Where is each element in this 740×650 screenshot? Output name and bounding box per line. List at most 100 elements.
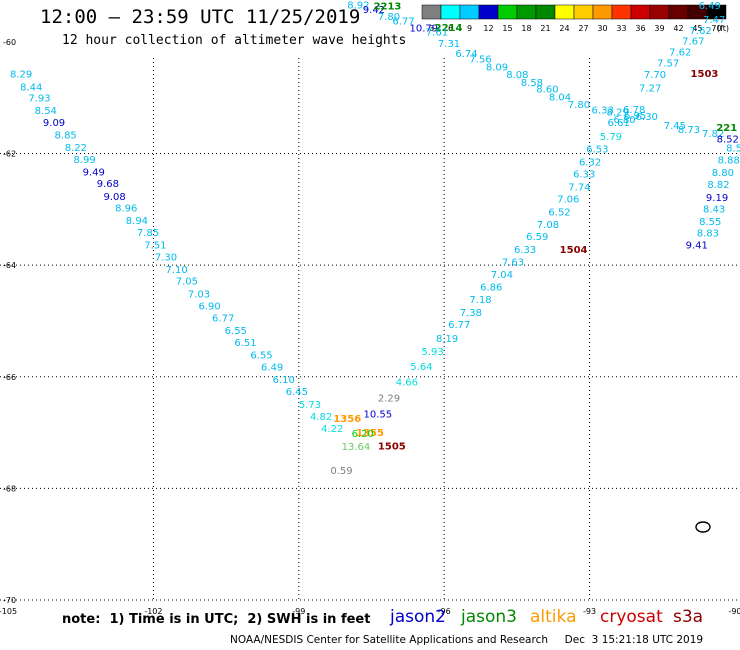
swh-value: 6.77 — [212, 314, 234, 325]
swh-value: 8.19 — [436, 334, 458, 345]
color-scale-label: 33 — [616, 24, 626, 33]
swh-value: 2.29 — [378, 393, 400, 404]
swh-value: 5.79 — [600, 132, 622, 143]
y-tick-label: -66 — [3, 373, 16, 382]
legend-cryosat: cryosat — [600, 607, 663, 627]
swh-value: 6.55 — [225, 326, 247, 337]
swh-value: 6.77 — [392, 17, 414, 28]
color-scale-cell — [535, 4, 556, 20]
swh-value: 8.88 — [718, 156, 740, 167]
swh-value: 7.80 — [568, 100, 590, 111]
swh-value: 5.73 — [299, 400, 321, 411]
swh-value: 7.62 — [669, 47, 691, 58]
swh-value: 7.62 — [689, 26, 711, 37]
swh-value: 13.64 — [342, 442, 371, 453]
swh-value: 6.86 — [480, 282, 502, 293]
swh-value: 7.56 — [469, 55, 491, 66]
swh-value: 8.09 — [486, 62, 508, 73]
swh-value: 8.55 — [699, 217, 721, 228]
color-scale-cell — [478, 4, 499, 20]
swh-value: 8.52 — [717, 134, 739, 145]
time-label: 1503 — [691, 69, 719, 80]
time-label: 2213 — [374, 2, 402, 13]
swh-value: 7.31 — [438, 39, 460, 50]
y-tick-label: -68 — [3, 484, 16, 493]
color-scale-label: 39 — [654, 24, 664, 33]
time-label: 1355 — [356, 428, 384, 439]
swh-value: 7.18 — [469, 295, 491, 306]
color-scale-label: 9 — [467, 24, 472, 33]
swh-value: 7.51 — [144, 240, 166, 251]
swh-value: 8.80 — [712, 168, 734, 179]
swh-value: 7.27 — [639, 84, 661, 95]
swh-value: 7.82 — [702, 129, 724, 140]
x-tick-label: -99 — [292, 607, 305, 616]
color-scale-cell — [440, 4, 461, 20]
swh-value: 7.08 — [537, 220, 559, 231]
color-scale-cell — [497, 4, 518, 20]
swh-value: 10.55 — [363, 410, 392, 421]
swh-value: 8.29 — [607, 108, 629, 119]
swh-value: 9.42 — [363, 5, 385, 16]
color-scale-cell — [516, 4, 537, 20]
swh-value: 7.80 — [378, 12, 400, 23]
swh-value: 8.60 — [536, 85, 558, 96]
swh-value: 6.33 — [573, 170, 595, 181]
swh-value: 8.94 — [126, 216, 148, 227]
swh-value: 6.55 — [250, 350, 272, 361]
x-tick-label: -96 — [438, 607, 451, 616]
swh-value: 7.85 — [137, 228, 159, 239]
swh-value: 8.82 — [707, 180, 729, 191]
color-scale-label: 42 — [673, 24, 683, 33]
swh-value: 4.82 — [310, 412, 332, 423]
swh-value: 6.80 — [613, 115, 635, 126]
x-tick-label: -102 — [144, 607, 162, 616]
legend-altika: altika — [530, 607, 577, 627]
swh-value: 6.49 — [699, 1, 721, 12]
time-label: 221 — [716, 123, 737, 134]
swh-value: 9.49 — [83, 167, 105, 178]
swh-value: 6.10 — [273, 375, 295, 386]
color-scale-label: 70 — [711, 24, 721, 33]
swh-value: 6.49 — [261, 363, 283, 374]
swh-value: 6.51 — [234, 338, 256, 349]
color-scale-cell — [706, 4, 727, 20]
color-scale-label: 15 — [502, 24, 512, 33]
color-scale-label: 24 — [559, 24, 569, 33]
swh-value: 8.54 — [35, 106, 57, 117]
swh-value: 7.70 — [644, 70, 666, 81]
swh-value: 7.47 — [703, 15, 725, 26]
swh-value: 8.29 — [10, 70, 32, 81]
color-scale-label: 18 — [521, 24, 531, 33]
swh-value: 9.41 — [686, 240, 708, 251]
x-tick-label: -105 — [0, 607, 17, 616]
swh-value: 6.61 — [608, 118, 630, 129]
x-tick-label: -90 — [728, 607, 740, 616]
color-scale-cell — [592, 4, 613, 20]
color-scale-label: 21 — [540, 24, 550, 33]
swh-value: 7.63 — [502, 258, 524, 269]
y-tick-label: -70 — [3, 596, 16, 605]
y-tick-label: -64 — [3, 261, 16, 270]
color-scale-label: 45 — [692, 24, 702, 33]
legend-jason3: jason3 — [461, 607, 517, 627]
swh-value: 7.05 — [176, 277, 198, 288]
color-scale-label: 27 — [578, 24, 588, 33]
swh-value: 6.90 — [198, 301, 220, 312]
swh-value: 6.20 — [352, 429, 374, 440]
footer-note: note: 1) Time is in UTC; 2) SWH is in fe… — [62, 612, 371, 627]
credit-line: NOAA/NESDIS Center for Satellite Applica… — [230, 634, 704, 646]
swh-value: 6.74 — [455, 49, 477, 60]
swh-value: 7.74 — [568, 182, 590, 193]
color-scale-cell — [649, 4, 670, 20]
swh-value: 8.85 — [55, 130, 77, 141]
swh-value: 8.58 — [521, 78, 543, 89]
time-label: 2214 — [435, 23, 463, 34]
lat-lon-grid — [0, 58, 740, 601]
x-tick-label: -93 — [583, 607, 596, 616]
swh-value: 8.5 — [726, 143, 740, 154]
swh-value: 5.93 — [421, 347, 443, 358]
color-scale-cell — [421, 4, 442, 20]
swh-value: 8.44 — [20, 83, 42, 94]
swh-value: 7.61 — [426, 27, 448, 38]
